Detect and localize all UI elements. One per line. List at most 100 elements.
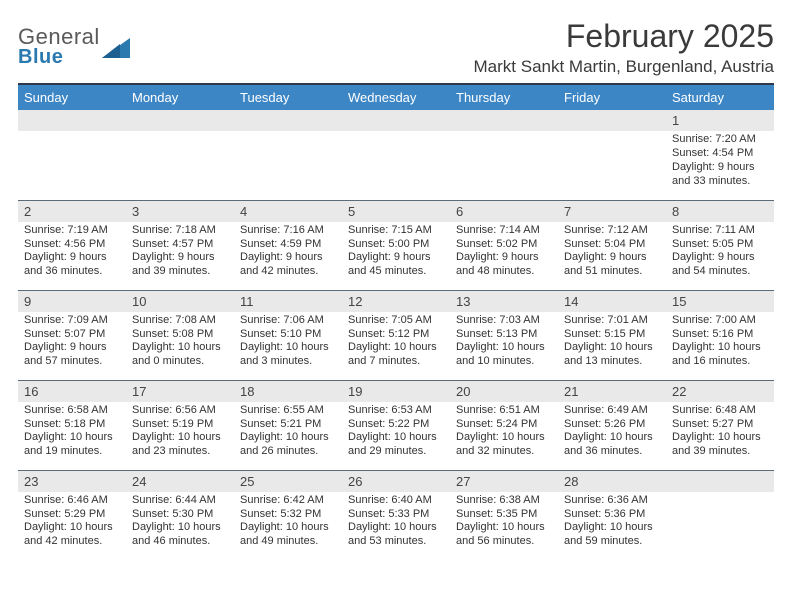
sunset-text: Sunset: 5:21 PM — [240, 418, 336, 432]
day-number: 12 — [342, 291, 450, 312]
logo: General Blue — [18, 18, 130, 69]
calendar-cell: 10Sunrise: 7:08 AMSunset: 5:08 PMDayligh… — [126, 290, 234, 380]
sunrise-text: Sunrise: 7:19 AM — [24, 224, 120, 238]
day-number: 28 — [558, 471, 666, 492]
day-number: 26 — [342, 471, 450, 492]
day-number: 17 — [126, 381, 234, 402]
day-number: 6 — [450, 201, 558, 222]
calendar-week: 23Sunrise: 6:46 AMSunset: 5:29 PMDayligh… — [18, 470, 774, 560]
daylight-text: Daylight: 10 hours and 3 minutes. — [240, 341, 336, 369]
sunset-text: Sunset: 5:33 PM — [348, 508, 444, 522]
daylight-text: Daylight: 9 hours and 51 minutes. — [564, 251, 660, 279]
daylight-text: Daylight: 9 hours and 39 minutes. — [132, 251, 228, 279]
sunrise-text: Sunrise: 7:20 AM — [672, 133, 768, 147]
daylight-text: Daylight: 10 hours and 26 minutes. — [240, 431, 336, 459]
calendar-table: Sunday Monday Tuesday Wednesday Thursday… — [18, 85, 774, 560]
daylight-text: Daylight: 9 hours and 45 minutes. — [348, 251, 444, 279]
daylight-text: Daylight: 10 hours and 59 minutes. — [564, 521, 660, 549]
daylight-text: Daylight: 10 hours and 39 minutes. — [672, 431, 768, 459]
calendar-cell: 5Sunrise: 7:15 AMSunset: 5:00 PMDaylight… — [342, 200, 450, 290]
day-header: Tuesday — [234, 85, 342, 110]
sunset-text: Sunset: 5:36 PM — [564, 508, 660, 522]
calendar-week: 2Sunrise: 7:19 AMSunset: 4:56 PMDaylight… — [18, 200, 774, 290]
sunrise-text: Sunrise: 7:11 AM — [672, 224, 768, 238]
calendar-cell: 28 Sunrise: 6:36 AMSunset: 5:36 PMDayligh… — [558, 470, 666, 560]
day-number: 2 — [18, 201, 126, 222]
sunset-text: Sunset: 4:54 PM — [672, 147, 768, 161]
sunset-text: Sunset: 5:10 PM — [240, 328, 336, 342]
daylight-text: Daylight: 10 hours and 13 minutes. — [564, 341, 660, 369]
sunrise-text: Sunrise: 6:55 AM — [240, 404, 336, 418]
daylight-text: Daylight: 9 hours and 42 minutes. — [240, 251, 336, 279]
calendar-cell — [234, 110, 342, 200]
day-number-empty — [450, 110, 558, 131]
sunrise-text: Sunrise: 7:09 AM — [24, 314, 120, 328]
sunrise-text: Sunrise: 7:14 AM — [456, 224, 552, 238]
calendar-cell: 12Sunrise: 7:05 AMSunset: 5:12 PMDayligh… — [342, 290, 450, 380]
calendar-cell: 3Sunrise: 7:18 AMSunset: 4:57 PMDaylight… — [126, 200, 234, 290]
sunrise-text: Sunrise: 7:16 AM — [240, 224, 336, 238]
daylight-text: Daylight: 9 hours and 54 minutes. — [672, 251, 768, 279]
daylight-text: Daylight: 10 hours and 23 minutes. — [132, 431, 228, 459]
daylight-text: Daylight: 10 hours and 56 minutes. — [456, 521, 552, 549]
sunrise-text: Sunrise: 6:42 AM — [240, 494, 336, 508]
day-number: 13 — [450, 291, 558, 312]
day-number: 3 — [126, 201, 234, 222]
calendar-cell: 13Sunrise: 7:03 AMSunset: 5:13 PMDayligh… — [450, 290, 558, 380]
day-number-empty — [126, 110, 234, 131]
daylight-text: Daylight: 9 hours and 48 minutes. — [456, 251, 552, 279]
location-label: Markt Sankt Martin, Burgenland, Austria — [474, 57, 774, 77]
sunset-text: Sunset: 4:59 PM — [240, 238, 336, 252]
calendar-cell: 23Sunrise: 6:46 AMSunset: 5:29 PMDayligh… — [18, 470, 126, 560]
calendar-cell: 4Sunrise: 7:16 AMSunset: 4:59 PMDaylight… — [234, 200, 342, 290]
daylight-text: Daylight: 10 hours and 42 minutes. — [24, 521, 120, 549]
day-number: 24 — [126, 471, 234, 492]
header: General Blue February 2025 Markt Sankt M… — [18, 18, 774, 77]
daylight-text: Daylight: 10 hours and 0 minutes. — [132, 341, 228, 369]
calendar-cell — [126, 110, 234, 200]
day-number: 1 — [666, 110, 774, 131]
sunrise-text: Sunrise: 6:36 AM — [564, 494, 660, 508]
sunrise-text: Sunrise: 7:03 AM — [456, 314, 552, 328]
calendar-cell: 15Sunrise: 7:00 AMSunset: 5:16 PMDayligh… — [666, 290, 774, 380]
calendar-cell: 17Sunrise: 6:56 AMSunset: 5:19 PMDayligh… — [126, 380, 234, 470]
daylight-text: Daylight: 10 hours and 46 minutes. — [132, 521, 228, 549]
day-number: 19 — [342, 381, 450, 402]
day-number: 9 — [18, 291, 126, 312]
day-header: Sunday — [18, 85, 126, 110]
sunset-text: Sunset: 5:12 PM — [348, 328, 444, 342]
sunrise-text: Sunrise: 7:00 AM — [672, 314, 768, 328]
day-number-empty — [18, 110, 126, 131]
calendar-cell — [666, 470, 774, 560]
sunrise-text: Sunrise: 6:48 AM — [672, 404, 768, 418]
sunrise-text: Sunrise: 6:53 AM — [348, 404, 444, 418]
calendar-cell: 24Sunrise: 6:44 AMSunset: 5:30 PMDayligh… — [126, 470, 234, 560]
day-header: Friday — [558, 85, 666, 110]
sunset-text: Sunset: 5:19 PM — [132, 418, 228, 432]
calendar-cell: 9 Sunrise: 7:09 AMSunset: 5:07 PMDaylight… — [18, 290, 126, 380]
day-number: 15 — [666, 291, 774, 312]
day-number-empty — [342, 110, 450, 131]
day-number: 5 — [342, 201, 450, 222]
sunrise-text: Sunrise: 7:06 AM — [240, 314, 336, 328]
daylight-text: Daylight: 10 hours and 36 minutes. — [564, 431, 660, 459]
calendar-cell: 1Sunrise: 7:20 AMSunset: 4:54 PMDaylight… — [666, 110, 774, 200]
calendar-cell: 14Sunrise: 7:01 AMSunset: 5:15 PMDayligh… — [558, 290, 666, 380]
day-number: 16 — [18, 381, 126, 402]
day-header: Wednesday — [342, 85, 450, 110]
sunset-text: Sunset: 5:04 PM — [564, 238, 660, 252]
calendar-cell: 19Sunrise: 6:53 AMSunset: 5:22 PMDayligh… — [342, 380, 450, 470]
sunset-text: Sunset: 5:35 PM — [456, 508, 552, 522]
day-number: 21 — [558, 381, 666, 402]
day-header: Saturday — [666, 85, 774, 110]
day-header: Thursday — [450, 85, 558, 110]
calendar-cell — [558, 110, 666, 200]
calendar-cell: 22Sunrise: 6:48 AMSunset: 5:27 PMDayligh… — [666, 380, 774, 470]
sunset-text: Sunset: 5:07 PM — [24, 328, 120, 342]
daylight-text: Daylight: 9 hours and 57 minutes. — [24, 341, 120, 369]
day-number-empty — [666, 471, 774, 492]
sunrise-text: Sunrise: 7:12 AM — [564, 224, 660, 238]
calendar-cell: 2Sunrise: 7:19 AMSunset: 4:56 PMDaylight… — [18, 200, 126, 290]
title-block: February 2025 Markt Sankt Martin, Burgen… — [474, 18, 774, 77]
sunrise-text: Sunrise: 6:40 AM — [348, 494, 444, 508]
